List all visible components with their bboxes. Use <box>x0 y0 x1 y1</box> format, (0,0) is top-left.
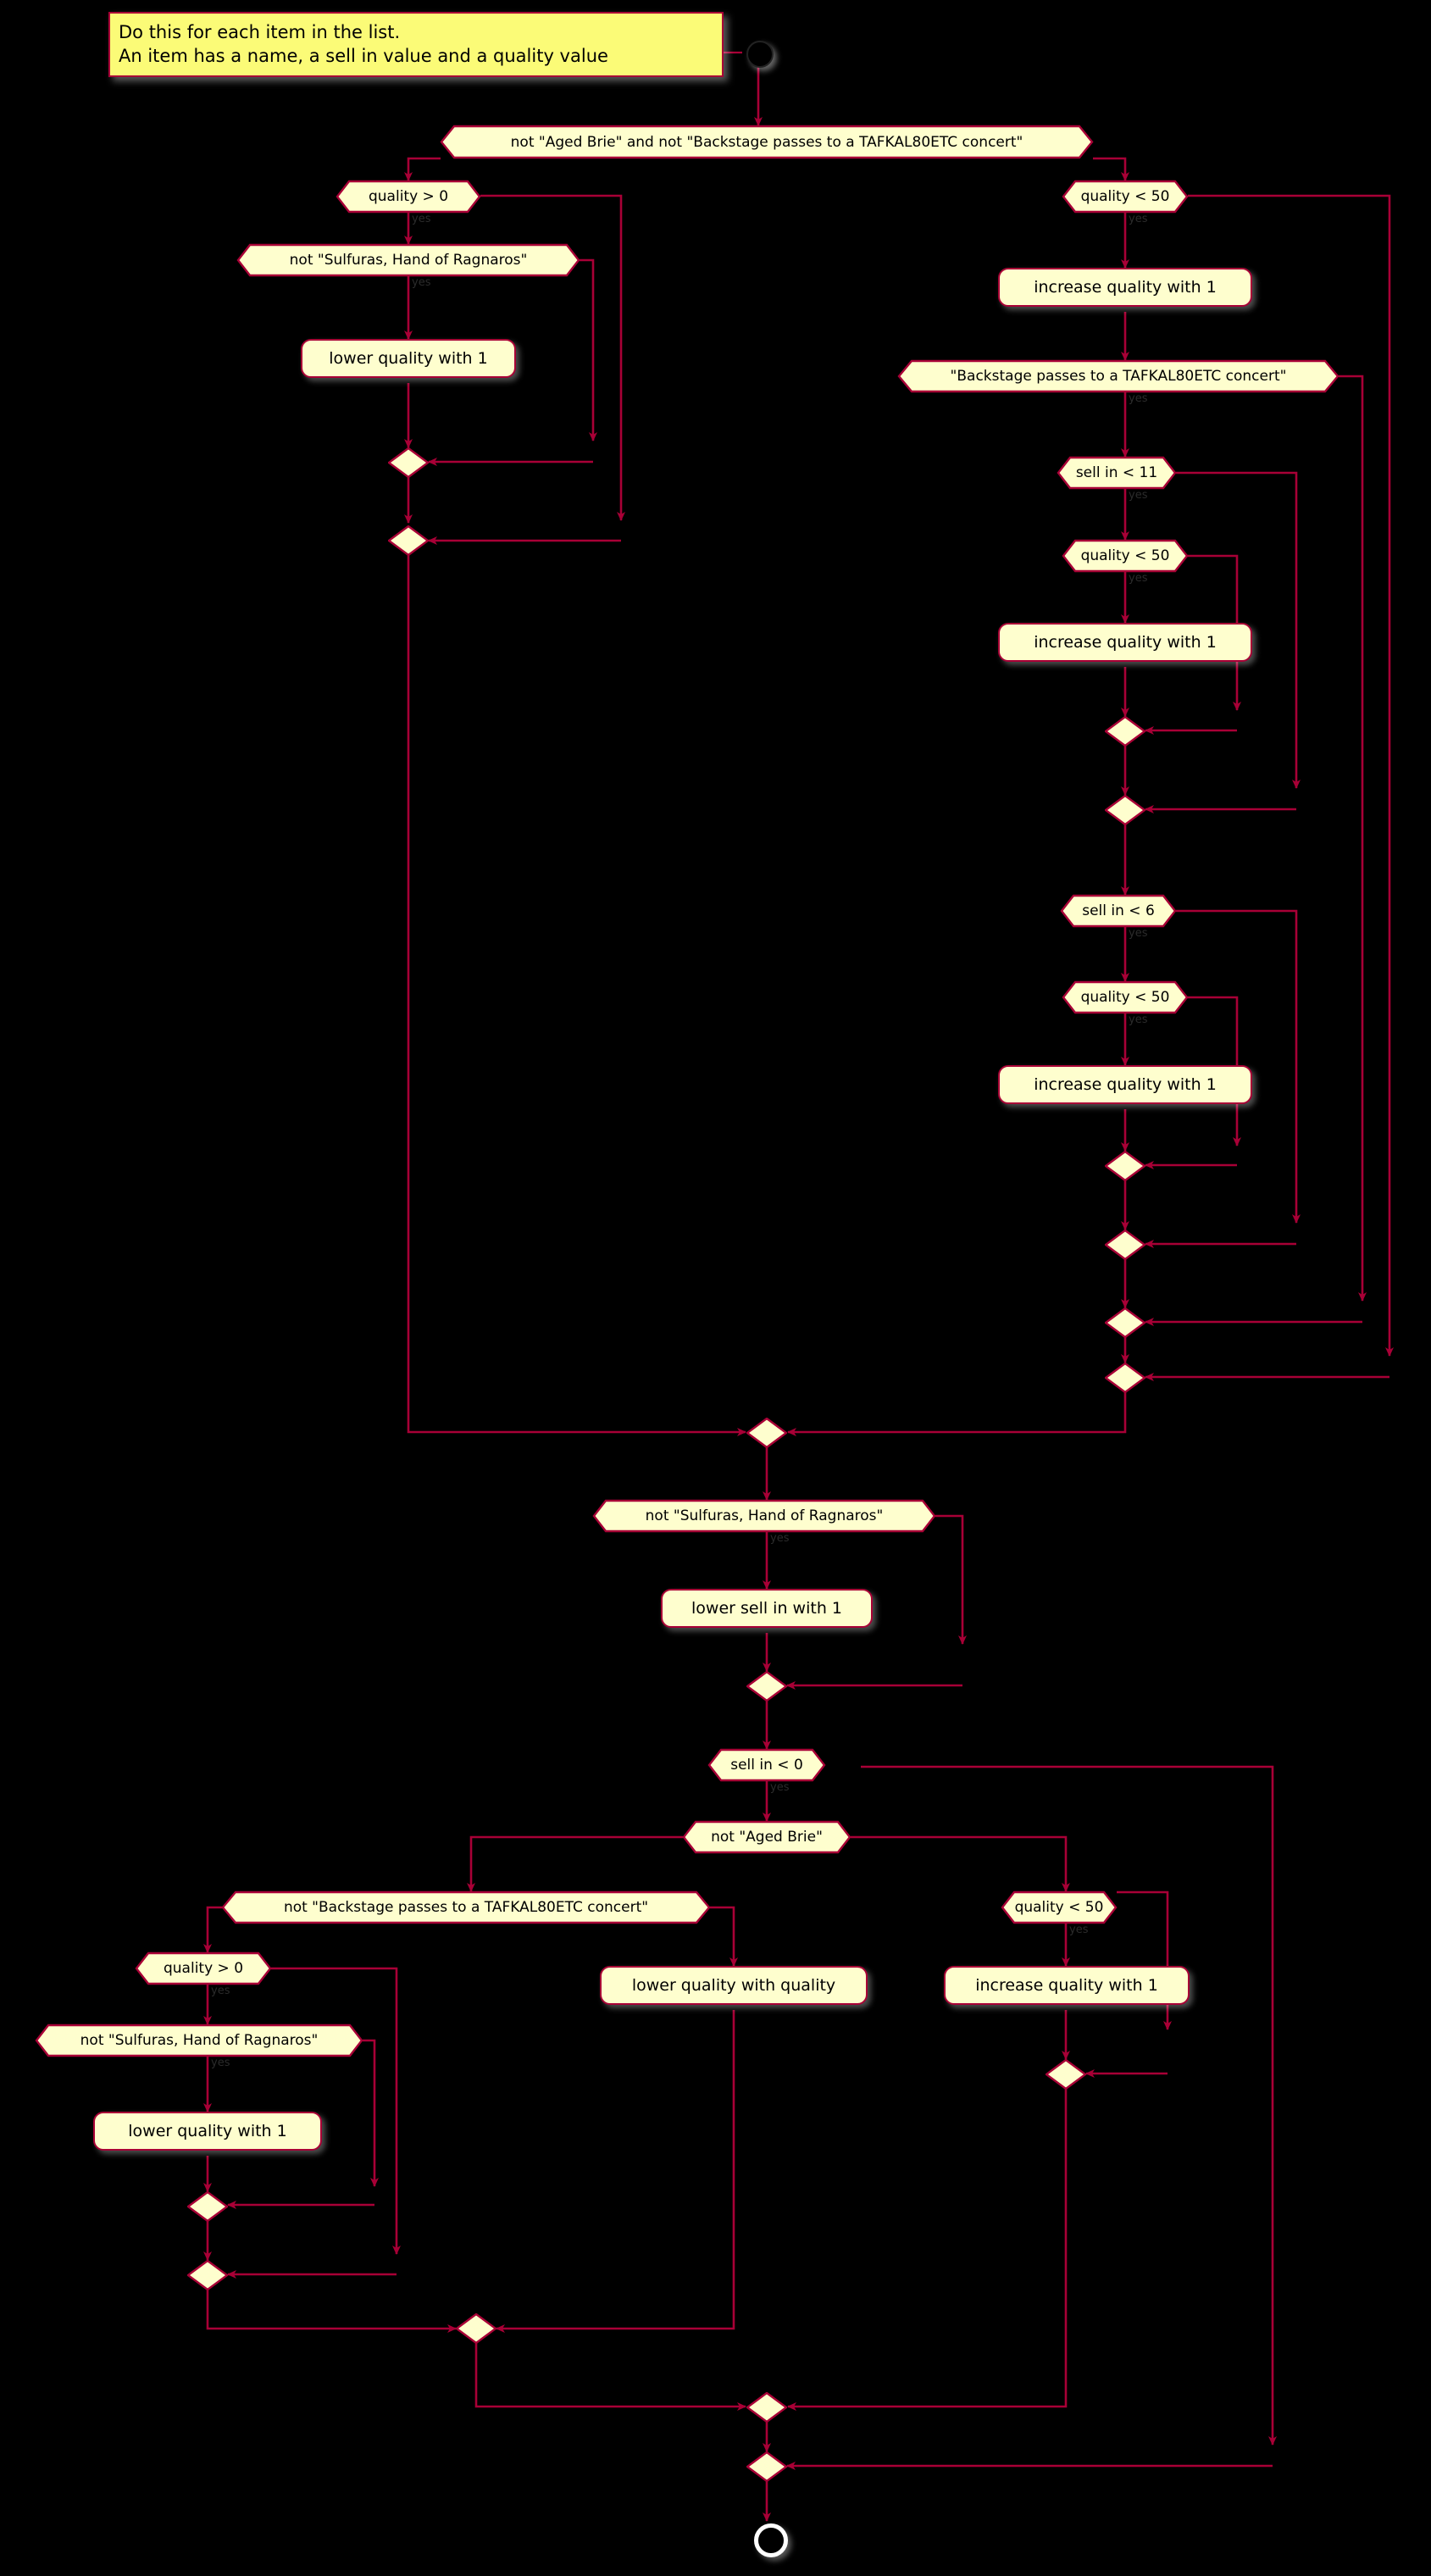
merge-diamond <box>386 525 430 559</box>
merge-diamond <box>745 1670 789 1705</box>
edge-label-yes: yes <box>211 1985 230 1997</box>
activity-lower-quality-with-1-bottom[interactable]: lower quality with 1 <box>93 2112 322 2151</box>
condition-label: sell in < 0 <box>730 1757 803 1774</box>
condition-label: quality < 50 <box>1014 1899 1104 1916</box>
edge-label-yes: yes <box>1129 392 1148 405</box>
merge-diamond <box>1103 1362 1147 1396</box>
condition-label: not "Sulfuras, Hand of Ragnaros" <box>80 2032 319 2049</box>
condition-not-sulfuras-mid[interactable]: not "Sulfuras, Hand of Ragnaros" <box>592 1499 936 1533</box>
condition-label: not "Backstage passes to a TAFKAL80ETC c… <box>283 1899 649 1916</box>
edge-label-yes: yes <box>211 2057 230 2069</box>
condition-quality-lt-50-top[interactable]: quality < 50 <box>1062 180 1189 214</box>
edge-label-yes: yes <box>1129 927 1148 940</box>
condition-label: quality < 50 <box>1080 547 1170 564</box>
activity-label: lower quality with quality <box>631 1976 836 1995</box>
condition-sell-in-lt-6[interactable]: sell in < 6 <box>1060 894 1177 928</box>
condition-label: not "Aged Brie" <box>711 1829 823 1846</box>
condition-not-sulfuras-bottom[interactable]: not "Sulfuras, Hand of Ragnaros" <box>35 2024 363 2057</box>
merge-diamond <box>1103 1229 1147 1263</box>
merge-diamond <box>186 2190 230 2225</box>
end-node <box>754 2523 788 2557</box>
edge-label-yes: yes <box>770 1532 790 1545</box>
condition-label: quality < 50 <box>1080 188 1170 205</box>
condition-not-backstage-bottom[interactable]: not "Backstage passes to a TAFKAL80ETC c… <box>221 1890 711 1924</box>
merge-diamond <box>1044 2058 1088 2093</box>
condition-label: not "Aged Brie" and not "Backstage passe… <box>510 133 1023 151</box>
note-line-2: An item has a name, a sell in value and … <box>119 46 608 67</box>
merge-diamond-main <box>745 1417 789 1452</box>
merge-diamond <box>1103 794 1147 829</box>
edge-label-yes: yes <box>1129 1013 1148 1026</box>
start-node <box>746 41 774 68</box>
merge-diamond <box>1103 715 1147 750</box>
condition-label: sell in < 11 <box>1075 464 1158 481</box>
activity-label: increase quality with 1 <box>975 1976 1158 1995</box>
condition-quality-lt-50-sellin11[interactable]: quality < 50 <box>1062 539 1189 573</box>
edge-label-yes: yes <box>1129 489 1148 502</box>
activity-increase-quality-with-1-top[interactable]: increase quality with 1 <box>998 268 1252 307</box>
condition-label: quality > 0 <box>163 1960 244 1977</box>
condition-label: "Backstage passes to a TAFKAL80ETC conce… <box>950 368 1287 385</box>
edge-label-yes: yes <box>412 213 431 225</box>
diagram-note: Do this for each item in the list. An it… <box>108 12 724 77</box>
edge-label-yes: yes <box>1069 1924 1089 1936</box>
edge-label-yes: yes <box>1129 213 1148 225</box>
condition-quality-gt-0-bottom[interactable]: quality > 0 <box>135 1951 272 1985</box>
merge-diamond <box>1103 1307 1147 1341</box>
activity-label: lower quality with 1 <box>128 2122 287 2140</box>
activity-label: increase quality with 1 <box>1034 1075 1217 1094</box>
edge-label-yes: yes <box>1129 572 1148 585</box>
activity-label: increase quality with 1 <box>1034 633 1217 652</box>
edge-label-yes: yes <box>770 1781 790 1794</box>
edge-label-yes: yes <box>412 276 431 289</box>
merge-diamond <box>745 2391 789 2426</box>
condition-sell-in-lt-11[interactable]: sell in < 11 <box>1057 456 1177 490</box>
activity-label: lower sell in with 1 <box>691 1599 842 1618</box>
condition-label: sell in < 6 <box>1082 902 1155 919</box>
condition-quality-lt-50-sellin6[interactable]: quality < 50 <box>1062 980 1189 1014</box>
condition-label: not "Sulfuras, Hand of Ragnaros" <box>289 252 528 269</box>
activity-lower-quality-with-quality[interactable]: lower quality with quality <box>600 1966 868 2005</box>
merge-diamond <box>454 2312 498 2347</box>
condition-not-sulfuras-top[interactable]: not "Sulfuras, Hand of Ragnaros" <box>236 243 580 277</box>
merge-diamond <box>186 2259 230 2294</box>
activity-label: increase quality with 1 <box>1034 278 1217 297</box>
condition-label: quality < 50 <box>1080 989 1170 1006</box>
activity-lower-quality-with-1-top[interactable]: lower quality with 1 <box>301 339 516 378</box>
condition-not-aged-brie[interactable]: not "Aged Brie" <box>682 1820 851 1854</box>
condition-backstage-passes[interactable]: "Backstage passes to a TAFKAL80ETC conce… <box>897 359 1339 393</box>
merge-diamond <box>386 447 430 481</box>
condition-label: not "Sulfuras, Hand of Ragnaros" <box>645 1507 884 1524</box>
merge-diamond <box>745 2451 789 2485</box>
condition-sell-in-lt-0[interactable]: sell in < 0 <box>707 1748 826 1782</box>
activity-increase-quality-with-1-bottom[interactable]: increase quality with 1 <box>944 1966 1190 2005</box>
activity-label: lower quality with 1 <box>329 349 488 368</box>
condition-not-aged-brie-and-not-backstage[interactable]: not "Aged Brie" and not "Backstage passe… <box>440 125 1094 159</box>
activity-lower-sell-in-with-1[interactable]: lower sell in with 1 <box>661 1589 873 1628</box>
note-line-1: Do this for each item in the list. <box>119 22 401 42</box>
condition-quality-lt-50-bottom[interactable]: quality < 50 <box>1001 1890 1118 1924</box>
condition-label: quality > 0 <box>368 188 449 205</box>
activity-increase-quality-with-1-sellin11[interactable]: increase quality with 1 <box>998 623 1252 662</box>
activity-increase-quality-with-1-sellin6[interactable]: increase quality with 1 <box>998 1065 1252 1104</box>
condition-quality-gt-0-top[interactable]: quality > 0 <box>336 180 481 214</box>
merge-diamond <box>1103 1150 1147 1185</box>
